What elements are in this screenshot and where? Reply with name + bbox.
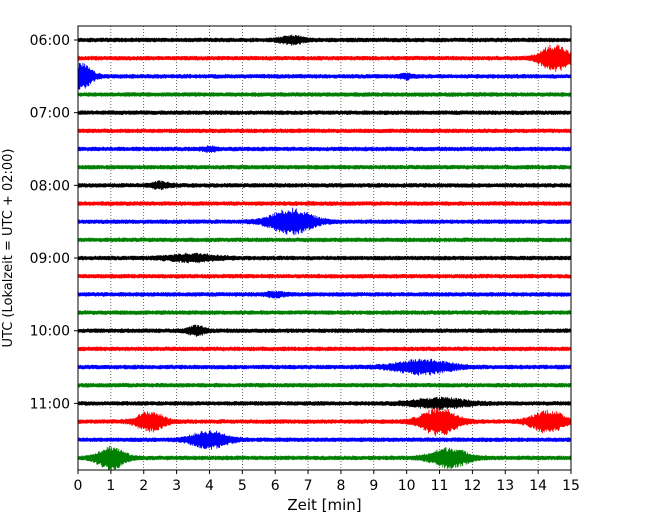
plot-frame [77, 25, 572, 471]
plot-area-background [78, 26, 571, 470]
trace-0615-red [77, 44, 572, 72]
trace-0730-blue [77, 145, 572, 153]
trace-1000-black [77, 324, 572, 337]
trace-0945-green [77, 310, 572, 315]
trace-1030-blue [77, 358, 572, 376]
trace-0930-blue [77, 290, 572, 299]
trace-0700-black [77, 110, 572, 116]
y-tick-label: 11:00 [30, 396, 70, 412]
y-tick-label: 06:00 [30, 33, 70, 49]
x-tick-label: 2 [139, 478, 148, 494]
x-tick-label: 8 [336, 478, 345, 494]
seismic-traces [77, 34, 572, 470]
x-tick-label: 0 [74, 478, 83, 494]
x-tick-label: 10 [398, 478, 416, 494]
x-axis-title: Zeit [min] [287, 496, 361, 514]
x-tick-label: 7 [304, 478, 313, 494]
trace-0600-black [77, 34, 572, 46]
trace-1100-black [77, 396, 572, 411]
x-tick-label: 1 [106, 478, 115, 494]
x-tick-label: 6 [271, 478, 280, 494]
x-tick-label: 11 [431, 478, 449, 494]
x-tick-label: 13 [496, 478, 514, 494]
trace-0830-blue [77, 207, 572, 236]
trace-0815-red [77, 201, 572, 206]
x-tick-label: 9 [369, 478, 378, 494]
trace-0845-green [77, 237, 572, 243]
y-tick-label: 09:00 [30, 251, 70, 267]
trace-1045-green [77, 382, 572, 388]
trace-1130-blue [77, 430, 572, 450]
y-tick-label: 07:00 [30, 106, 70, 122]
x-tick-label: 5 [238, 478, 247, 494]
trace-0745-green [77, 164, 572, 170]
x-tick-label: 14 [529, 478, 547, 494]
trace-0915-red [77, 273, 572, 279]
vertical-grid [110, 26, 539, 470]
trace-1145-green [77, 445, 572, 470]
y-tick-label: 10:00 [30, 324, 70, 340]
x-tick-label: 4 [205, 478, 214, 494]
trace-0630-blue [77, 62, 572, 90]
y-axis-ticks: 06:00 07:00 08:00 09:00 10:00 11:00 [30, 33, 78, 412]
trace-0645-green [77, 92, 572, 97]
x-axis-ticks: 0 1 2 3 4 5 6 7 8 9 10 11 12 13 14 15 [74, 470, 580, 494]
x-tick-label: 12 [463, 478, 481, 494]
trace-0900-black [77, 252, 572, 264]
trace-0715-red [77, 128, 572, 134]
x-tick-label: 15 [562, 478, 580, 494]
trace-1115-red [77, 406, 572, 437]
trace-0800-black [77, 180, 572, 191]
trace-1015-red [77, 346, 572, 352]
x-tick-label: 3 [172, 478, 181, 494]
y-axis-title: UTC (Lokalzeit = UTC + 02:00) [1, 149, 16, 348]
y-tick-label: 08:00 [30, 178, 70, 194]
